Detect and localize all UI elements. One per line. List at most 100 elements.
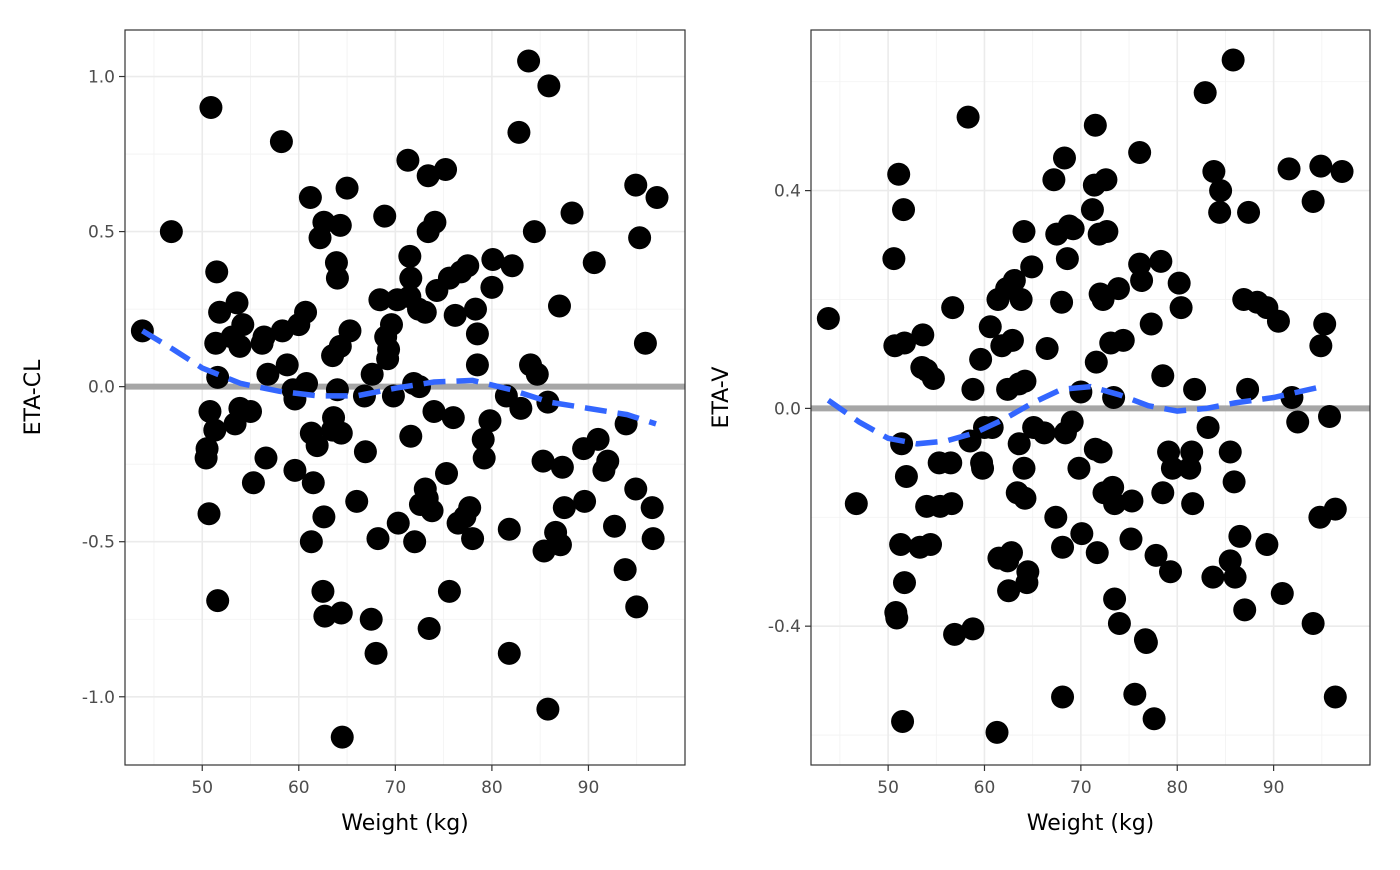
data-point — [231, 313, 255, 337]
data-point — [1107, 611, 1131, 635]
data-point — [624, 173, 648, 197]
data-point — [985, 720, 1009, 744]
x-axis-title: Weight (kg) — [341, 811, 469, 836]
data-point — [396, 148, 420, 172]
data-point — [1255, 533, 1279, 556]
data-point — [1144, 543, 1168, 567]
data-point — [1009, 288, 1033, 311]
points-group — [130, 49, 669, 749]
data-point — [921, 366, 945, 390]
data-point — [943, 622, 967, 646]
data-point — [1103, 587, 1127, 611]
data-point — [1120, 489, 1144, 513]
data-point — [550, 455, 574, 479]
data-point — [359, 607, 383, 631]
data-point — [330, 725, 354, 749]
data-point — [1277, 157, 1301, 181]
data-point — [1012, 456, 1036, 480]
data-point — [1309, 154, 1333, 178]
data-point — [1103, 492, 1127, 516]
data-point — [1080, 198, 1104, 222]
data-point — [481, 247, 505, 271]
data-point — [256, 362, 280, 386]
data-point — [461, 527, 485, 551]
data-point — [1222, 470, 1246, 494]
data-point — [547, 294, 571, 318]
data-point — [941, 296, 965, 320]
data-point — [325, 266, 349, 290]
data-point — [441, 406, 465, 430]
data-point — [311, 579, 335, 603]
y-tick-label: 0.0 — [774, 399, 801, 419]
y-tick-label: -0.4 — [768, 617, 801, 637]
data-point — [1111, 328, 1135, 352]
data-point — [633, 331, 657, 355]
data-point — [1237, 200, 1261, 224]
y-tick-label: 0.5 — [88, 223, 115, 243]
data-point — [1202, 160, 1226, 184]
y-axis-title: ETA-CL — [21, 359, 46, 435]
data-point — [1128, 141, 1152, 164]
x-tick-label: 70 — [385, 778, 407, 798]
data-point — [1183, 377, 1207, 401]
data-point — [552, 496, 576, 520]
data-point — [1067, 456, 1091, 480]
data-point — [435, 461, 459, 485]
data-point — [1180, 440, 1204, 464]
data-point — [507, 120, 531, 144]
data-point — [1012, 219, 1036, 243]
data-point — [329, 601, 353, 625]
data-point — [197, 502, 221, 526]
data-point — [911, 323, 935, 347]
data-point — [497, 641, 521, 665]
data-point — [497, 517, 521, 541]
data-point — [437, 579, 461, 603]
data-point — [295, 372, 319, 396]
x-tick-label: 70 — [1070, 778, 1092, 798]
data-point — [1142, 707, 1166, 731]
data-point — [1013, 486, 1037, 510]
data-point — [458, 496, 482, 520]
data-point — [939, 451, 963, 475]
data-point — [1151, 364, 1175, 388]
data-point — [1044, 505, 1068, 529]
data-point — [1149, 249, 1173, 273]
data-point — [961, 377, 985, 401]
smooth-line — [826, 383, 1323, 447]
panel-background — [125, 30, 685, 765]
data-point — [640, 496, 664, 520]
data-point — [1228, 524, 1252, 548]
data-point — [969, 347, 993, 371]
data-point — [641, 527, 665, 551]
data-point — [403, 530, 427, 554]
data-point — [517, 49, 541, 73]
data-point — [525, 362, 549, 386]
data-point — [1055, 247, 1079, 271]
data-point — [398, 244, 422, 268]
data-point — [522, 220, 546, 244]
data-point — [413, 300, 437, 324]
data-point — [420, 499, 444, 523]
data-point — [328, 213, 352, 237]
data-point — [1221, 48, 1245, 72]
data-point — [377, 337, 401, 361]
data-point — [536, 697, 560, 721]
y-tick-label: -0.5 — [82, 533, 115, 553]
data-point — [1060, 410, 1084, 434]
data-point — [472, 446, 496, 470]
data-point — [399, 424, 423, 448]
data-point — [892, 571, 916, 595]
data-point — [1061, 217, 1085, 241]
data-point — [299, 530, 323, 554]
data-point — [1070, 522, 1094, 546]
x-tick-label: 50 — [877, 778, 899, 798]
data-point — [1218, 440, 1242, 464]
data-point — [203, 418, 227, 442]
data-point — [478, 409, 502, 433]
data-point — [1181, 492, 1205, 516]
data-point — [536, 390, 560, 414]
data-point — [368, 288, 392, 312]
data-point — [1318, 405, 1342, 429]
data-point — [1196, 415, 1220, 439]
